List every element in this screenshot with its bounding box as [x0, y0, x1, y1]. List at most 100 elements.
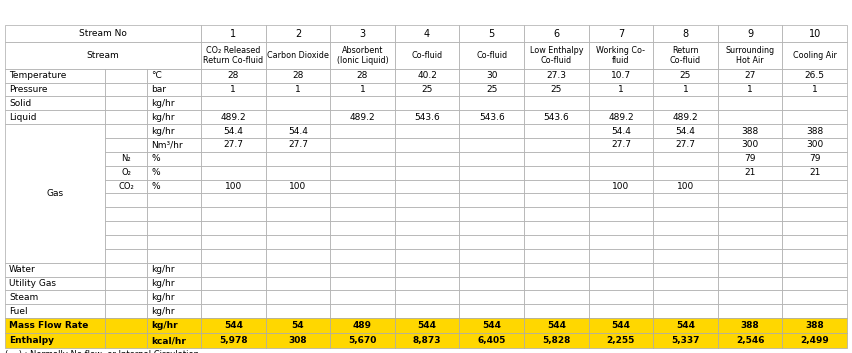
Bar — [459, 42, 524, 69]
Text: 28: 28 — [292, 71, 303, 80]
Bar — [394, 69, 459, 83]
Text: 543.6: 543.6 — [544, 113, 569, 122]
Bar — [201, 333, 266, 348]
Bar — [782, 277, 847, 291]
Bar — [524, 96, 589, 110]
Bar — [524, 207, 589, 221]
Text: Gas: Gas — [47, 189, 64, 198]
Bar — [653, 138, 717, 152]
Bar — [394, 42, 459, 69]
Text: Water: Water — [9, 265, 36, 274]
Bar — [717, 277, 782, 291]
Text: 1: 1 — [295, 85, 301, 94]
Bar — [782, 83, 847, 96]
Text: Co-fluid: Co-fluid — [412, 51, 443, 60]
Bar — [105, 83, 147, 96]
Bar — [331, 193, 394, 207]
Bar — [105, 318, 147, 333]
Bar — [331, 263, 394, 277]
Text: kg/hr: kg/hr — [151, 113, 175, 122]
Bar — [266, 152, 331, 166]
Bar — [105, 333, 147, 348]
Bar — [5, 25, 201, 42]
Text: 308: 308 — [289, 336, 308, 345]
Text: Solid: Solid — [9, 99, 32, 108]
Text: kg/hr: kg/hr — [151, 99, 175, 108]
Text: 8,873: 8,873 — [413, 336, 441, 345]
Bar — [105, 124, 147, 138]
Bar — [717, 221, 782, 235]
Bar — [5, 304, 105, 318]
Text: (    ) : Normally No flow, or Internal Circulation: ( ) : Normally No flow, or Internal Circ… — [5, 350, 199, 353]
Bar — [147, 249, 201, 263]
Bar — [331, 25, 394, 42]
Text: 388: 388 — [805, 321, 824, 330]
Bar — [717, 166, 782, 180]
Text: Pressure: Pressure — [9, 85, 48, 94]
Bar — [394, 83, 459, 96]
Bar — [782, 152, 847, 166]
Bar — [331, 110, 394, 124]
Bar — [524, 110, 589, 124]
Bar — [524, 304, 589, 318]
Bar — [147, 304, 201, 318]
Bar — [782, 25, 847, 42]
Bar — [653, 83, 717, 96]
Bar — [5, 110, 105, 124]
Bar — [717, 124, 782, 138]
Text: 5,337: 5,337 — [671, 336, 699, 345]
Bar — [589, 263, 653, 277]
Bar — [717, 152, 782, 166]
Text: Stream No: Stream No — [79, 29, 127, 38]
Bar — [782, 138, 847, 152]
Text: 544: 544 — [224, 321, 243, 330]
Bar — [524, 235, 589, 249]
Bar — [782, 318, 847, 333]
Bar — [331, 249, 394, 263]
Text: %: % — [151, 154, 159, 163]
Text: 300: 300 — [741, 140, 759, 149]
Bar — [782, 304, 847, 318]
Bar — [331, 166, 394, 180]
Bar — [589, 318, 653, 333]
Bar — [459, 124, 524, 138]
Bar — [201, 291, 266, 304]
Bar — [201, 304, 266, 318]
Bar — [201, 207, 266, 221]
Text: 27.7: 27.7 — [611, 140, 630, 149]
Text: %: % — [151, 168, 159, 177]
Text: kg/hr: kg/hr — [151, 127, 175, 136]
Bar — [394, 207, 459, 221]
Text: 5: 5 — [488, 29, 495, 38]
Bar — [147, 166, 201, 180]
Bar — [782, 96, 847, 110]
Bar — [331, 138, 394, 152]
Bar — [331, 69, 394, 83]
Bar — [717, 207, 782, 221]
Bar — [201, 235, 266, 249]
Text: 1: 1 — [230, 85, 236, 94]
Bar — [201, 138, 266, 152]
Bar — [459, 304, 524, 318]
Bar — [5, 42, 201, 69]
Text: 28: 28 — [227, 71, 239, 80]
Bar — [459, 138, 524, 152]
Bar — [459, 152, 524, 166]
Text: 2: 2 — [295, 29, 301, 38]
Text: CO₂ Released
Return Co-fluid: CO₂ Released Return Co-fluid — [204, 46, 263, 65]
Bar — [782, 69, 847, 83]
Bar — [782, 221, 847, 235]
Text: 10.7: 10.7 — [611, 71, 631, 80]
Bar — [266, 166, 331, 180]
Bar — [524, 83, 589, 96]
Bar — [266, 235, 331, 249]
Text: 544: 544 — [612, 321, 630, 330]
Bar — [782, 42, 847, 69]
Bar — [782, 235, 847, 249]
Bar — [394, 333, 459, 348]
Bar — [653, 152, 717, 166]
Bar — [524, 25, 589, 42]
Text: 1: 1 — [618, 85, 624, 94]
Bar — [147, 333, 201, 348]
Text: Cooling Air: Cooling Air — [792, 51, 837, 60]
